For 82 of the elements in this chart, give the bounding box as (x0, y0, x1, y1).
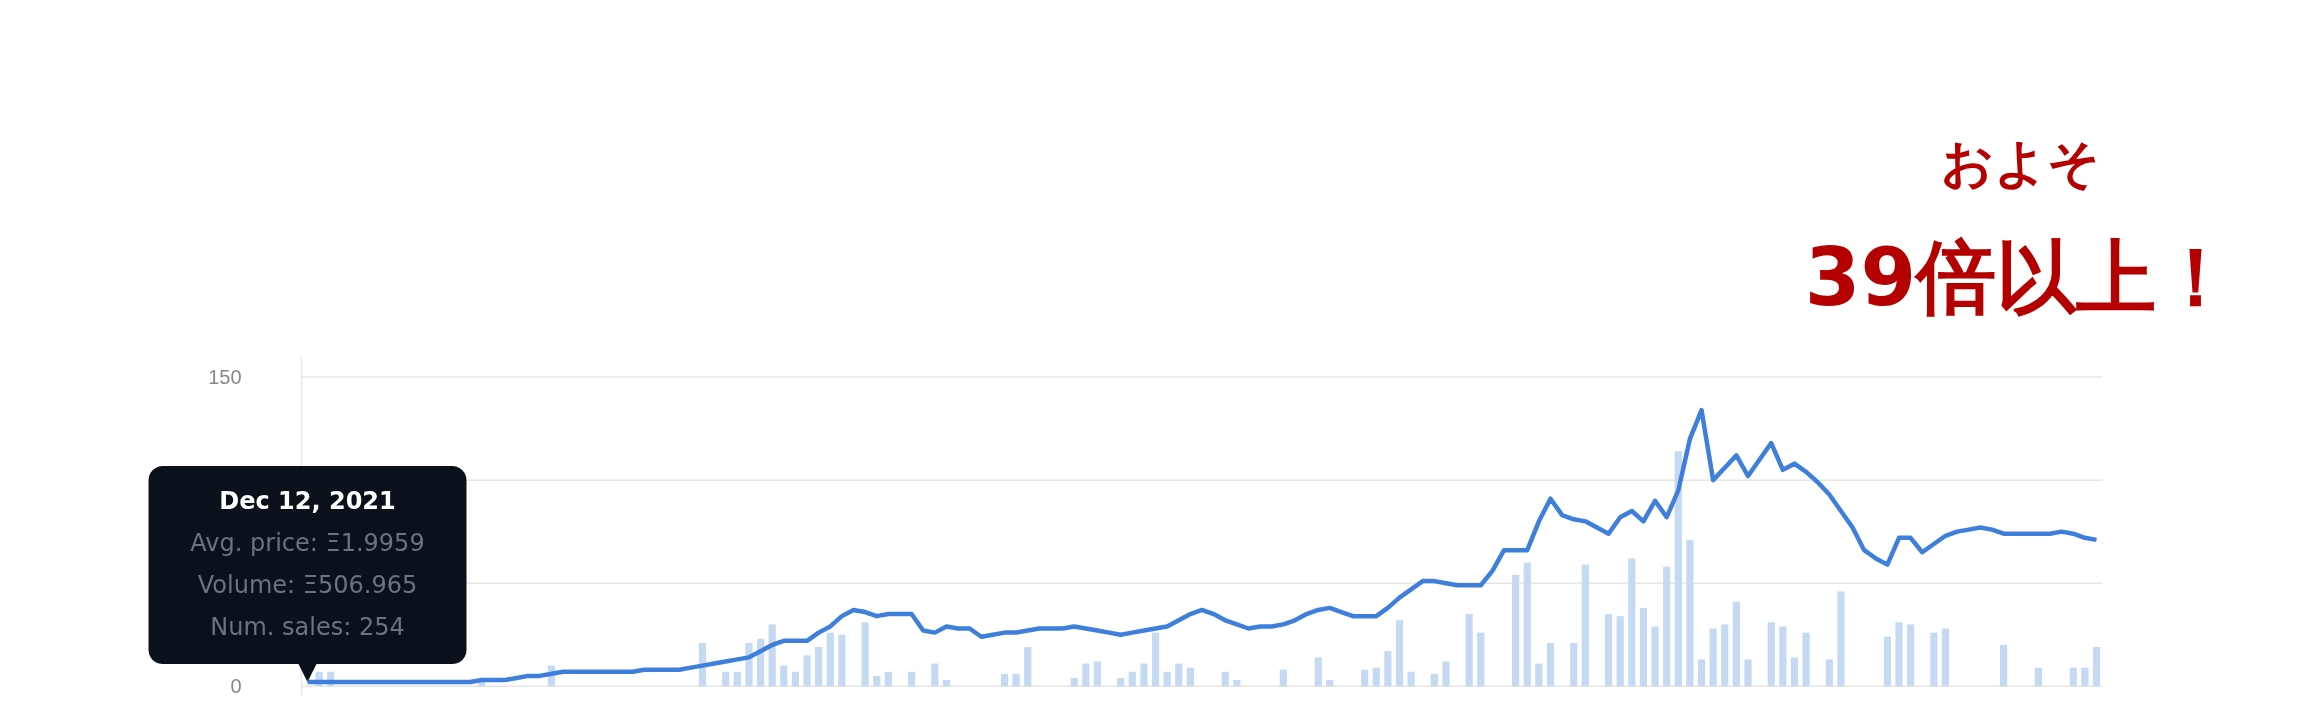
bar (907, 671, 916, 687)
bar (1140, 663, 1148, 687)
bar (1628, 558, 1636, 687)
bar (861, 622, 869, 687)
bar (733, 671, 741, 687)
bar (1721, 624, 1729, 687)
bar (826, 632, 834, 687)
bar (1175, 663, 1183, 687)
bar (815, 647, 823, 687)
bar (1024, 647, 1032, 687)
bar (1837, 591, 1845, 687)
bar (1395, 620, 1404, 687)
bar (1117, 677, 1125, 687)
bar (768, 624, 776, 687)
bar (1941, 628, 1950, 687)
bar (1128, 671, 1136, 687)
bar (1070, 677, 1078, 687)
bar (1326, 680, 1334, 687)
bar (1674, 451, 1682, 687)
bar (884, 671, 892, 687)
bar (1802, 632, 1810, 687)
bar (931, 663, 939, 687)
bar (1384, 651, 1392, 687)
bar (2081, 667, 2089, 687)
text: 39倍以上！ (1804, 231, 2237, 324)
bar (780, 665, 788, 687)
bar (1744, 659, 1752, 687)
bar (1477, 632, 1485, 687)
bar (1523, 562, 1531, 687)
bar (1709, 628, 1717, 687)
bar (1639, 607, 1648, 687)
bar (1999, 644, 2008, 687)
bar (1907, 624, 1915, 687)
bar (1012, 673, 1020, 687)
y-tick-label: 0 (230, 675, 242, 698)
bar (722, 671, 730, 687)
bar (1000, 673, 1009, 687)
bar (1767, 622, 1775, 687)
bar (1663, 566, 1671, 687)
bar (1604, 614, 1613, 687)
bar (1361, 669, 1369, 687)
bar (1651, 626, 1659, 687)
y-tick-label: 150 (208, 366, 242, 389)
bar (1697, 659, 1706, 687)
bar (1151, 632, 1160, 687)
bar (1535, 663, 1543, 687)
bar (1779, 626, 1787, 687)
bar (1930, 632, 1938, 687)
bar (1570, 642, 1578, 687)
bar (1790, 657, 1799, 687)
bar (1686, 539, 1694, 687)
bar (1512, 574, 1520, 687)
bar (1442, 661, 1450, 687)
bar (1465, 614, 1473, 687)
bar (1233, 680, 1241, 687)
bar (873, 675, 881, 687)
bar (1825, 659, 1833, 687)
text: およそ (1941, 132, 2100, 193)
bar (1093, 661, 1102, 687)
bar (1163, 671, 1171, 687)
bar (1546, 642, 1555, 687)
bar (1221, 671, 1229, 687)
bar (942, 680, 951, 687)
bar (2034, 667, 2043, 687)
bar (838, 634, 846, 687)
bar (1082, 663, 1090, 687)
bar (791, 671, 800, 687)
bar (1895, 622, 1903, 687)
bar (2092, 647, 2101, 687)
bar (1581, 564, 1589, 687)
bar (1430, 673, 1438, 687)
bar (1372, 667, 1380, 687)
bar (2069, 667, 2077, 687)
bar (803, 655, 811, 687)
annotation: Dec 12, 2021 Avg. price: Ξ1.9959 Volume: Ξ506.965 Num. sales: 254 (190, 487, 425, 642)
bar (1186, 667, 1194, 687)
bar (1883, 636, 1891, 687)
bar (1616, 616, 1624, 687)
bar (1314, 657, 1322, 687)
bar (1732, 601, 1740, 687)
bar (1279, 669, 1287, 687)
bar (1407, 671, 1415, 687)
